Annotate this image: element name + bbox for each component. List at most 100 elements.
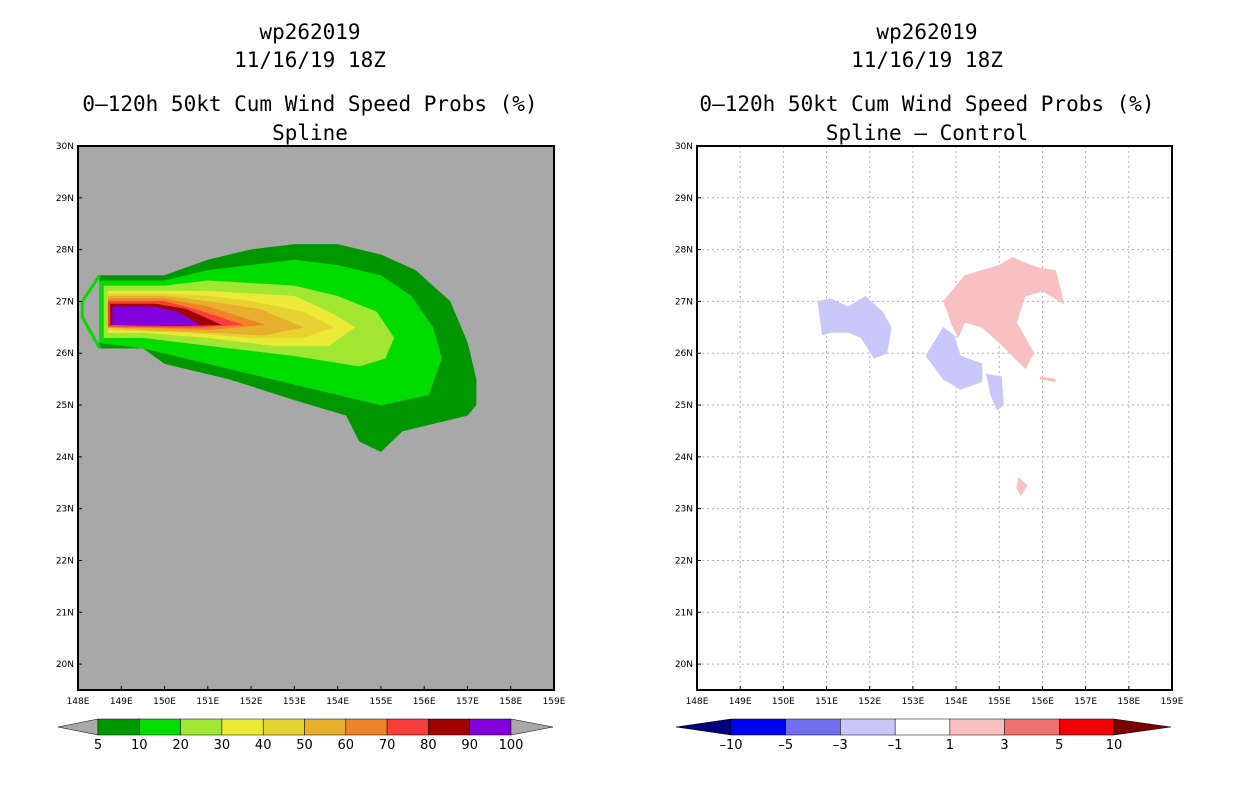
left-x-tick-label: 151E [196,697,219,707]
right-x-tick-label: 159E [1161,697,1184,707]
left-colorbar-label: 70 [379,738,396,753]
right-y-tick-label: 22N [675,556,693,566]
right-x-tick-label: 148E [686,697,709,707]
left-y-tick-label: 28N [56,246,74,256]
right-colorbar-left-arrow [675,718,732,736]
left-y-tick-label: 27N [56,297,74,307]
right-y-tick-label: 29N [675,194,693,204]
left-colorbar-label: 10 [131,738,148,753]
left-colorbar-swatch [139,718,181,736]
right-y-tick-label: 24N [675,453,693,463]
left-plot-frame [77,145,555,691]
right-colorbar-swatch [730,718,786,736]
left-title-subtitle: Spline [272,121,348,145]
left-colorbar-swatch [428,718,470,736]
left-x-tick-label: 154E [326,697,349,707]
right-title-product: 0–120h 50kt Cum Wind Speed Probs (%) [699,92,1155,116]
left-y-tick-label: 26N [56,349,74,359]
right-y-tick-label: 21N [675,608,693,618]
right-y-tick-label: 20N [675,660,693,670]
right-x-tick-label: 151E [815,697,838,707]
right-x-tick-label: 157E [1074,697,1097,707]
left-contour-edge [80,274,101,349]
left-y-tick-label: 22N [56,556,74,566]
right-x-tick-label: 149E [729,697,752,707]
left-x-tick-label: 156E [413,697,436,707]
left-y-tick-label: 25N [56,401,74,411]
right-colorbar-label: 1 [946,738,954,753]
left-y-tick-label: 21N [56,608,74,618]
right-plot-frame [696,145,1173,691]
left-x-tick-label: 148E [67,697,90,707]
right-x-tick-label: 155E [988,697,1011,707]
right-plot-background [697,146,1172,690]
left-colorbar-swatch [221,718,264,736]
left-colorbar-swatch [345,718,388,736]
right-x-tick-label: 150E [772,697,795,707]
left-y-tick-label: 24N [56,453,74,463]
right-colorbar-label: 10 [1106,738,1123,753]
right-colorbar-swatch [1059,718,1115,736]
left-colorbar-right-arrow [510,718,554,736]
right-x-tick-label: 158E [1117,697,1140,707]
right-y-tick-label: 25N [675,401,693,411]
right-y-tick-label: 26N [675,349,693,359]
left-colorbar-label: 100 [499,738,524,753]
left-title-storm-id: wp262019 [259,20,361,44]
right-contour--3to-1 [817,295,892,359]
left-colorbar-label: 30 [214,738,231,753]
left-title-product: 0–120h 50kt Cum Wind Speed Probs (%) [82,92,538,116]
left-colorbar-swatch [304,718,347,736]
right-y-tick-label: 28N [675,246,693,256]
right-x-tick-label: 156E [1031,697,1054,707]
left-colorbar-label: 90 [461,738,478,753]
right-contour-1to3 [1040,376,1056,382]
right-title-storm-id: wp262019 [876,20,978,44]
left-y-tick-label: 30N [56,142,74,152]
left-x-tick-label: 150E [153,697,176,707]
left-colorbar-swatch [180,718,223,736]
left-colorbar-swatch [262,718,305,736]
left-colorbar-swatch [469,718,512,736]
left-x-tick-label: 149E [110,697,133,707]
left-colorbar-left-arrow [57,718,99,736]
left-plot-background [78,146,554,690]
left-colorbar-label: 60 [338,738,355,753]
right-x-tick-label: 152E [858,697,881,707]
left-x-tick-label: 152E [240,697,263,707]
left-colorbar-swatch [386,718,429,736]
left-x-tick-label: 159E [543,697,566,707]
right-y-tick-label: 23N [675,505,693,515]
right-contour-1to3 [1016,477,1028,497]
right-contour--3to-1 [925,326,983,390]
left-colorbar-label: 40 [255,738,272,753]
left-colorbar-label: 50 [296,738,313,753]
right-title-datetime: 11/16/19 18Z [851,48,1003,72]
right-colorbar-label: –5 [778,738,793,753]
right-colorbar-right-arrow [1113,718,1172,736]
right-colorbar-label: –3 [833,738,848,753]
right-y-tick-label: 30N [675,142,693,152]
right-contour--3to-1 [985,373,1004,411]
left-colorbar-swatch [97,718,140,736]
right-colorbar-swatch [785,718,841,736]
left-colorbar-label: 5 [94,738,102,753]
right-colorbar-swatch [1004,718,1060,736]
right-title-subtitle: Spline – Control [825,121,1029,145]
right-y-tick-label: 27N [675,297,693,307]
left-contour-90-100 [112,306,201,325]
right-colorbar-label: 3 [1000,738,1008,753]
right-colorbar-label: 5 [1055,738,1063,753]
right-x-tick-label: 154E [945,697,968,707]
left-x-tick-label: 157E [456,697,479,707]
left-colorbar-label: 20 [172,738,189,753]
left-y-tick-label: 29N [56,194,74,204]
left-x-tick-label: 153E [283,697,306,707]
right-x-tick-label: 153E [901,697,924,707]
left-x-tick-label: 155E [369,697,392,707]
left-y-tick-label: 23N [56,505,74,515]
right-colorbar-label: –10 [719,738,742,753]
left-y-tick-label: 20N [56,660,74,670]
right-colorbar-swatch [840,718,896,736]
